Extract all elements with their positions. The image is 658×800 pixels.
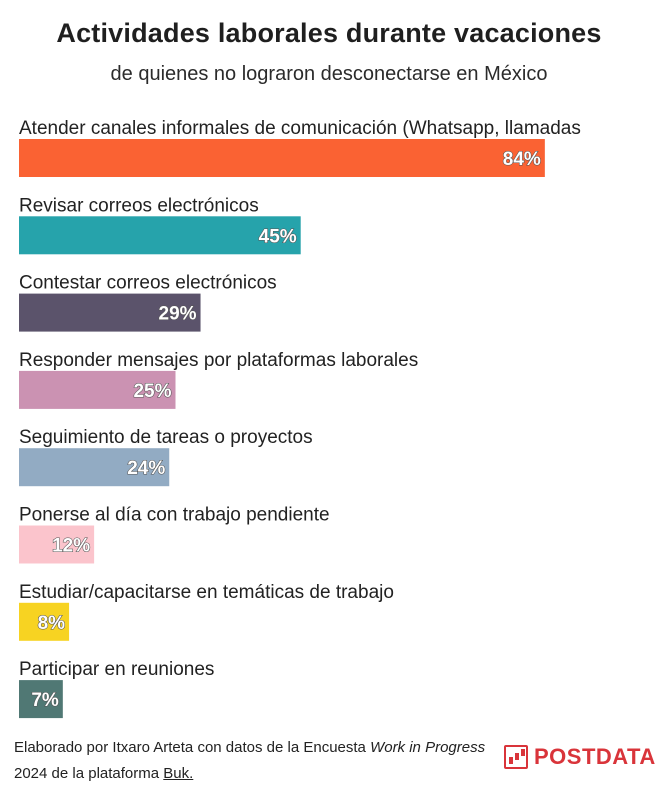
value-label: 45% [259, 226, 297, 247]
credit-text: Elaborado por Itxaro Arteta con datos de… [14, 739, 371, 756]
value-label: 24% [127, 458, 165, 479]
category-label: Estudiar/capacitarse en temáticas de tra… [19, 582, 394, 603]
buk-link[interactable]: Buk. [163, 765, 194, 782]
value-label: 29% [159, 304, 197, 325]
bar [19, 602, 70, 641]
chart-title: Actividades laborales durante vacaciones [56, 18, 602, 48]
category-label: Contestar correos electrónicos [19, 273, 277, 294]
value-label: 12% [52, 536, 90, 557]
postdata-logo: POSTDATA [504, 742, 656, 772]
value-label: 8% [38, 613, 66, 634]
category-label: Revisar correos electrónicos [19, 195, 259, 216]
category-label: Atender canales informales de comunicaci… [19, 118, 581, 139]
bar [19, 680, 63, 719]
bar [19, 525, 95, 564]
value-label: 25% [133, 381, 171, 402]
bar [19, 370, 176, 409]
category-label: Participar en reuniones [19, 659, 214, 680]
value-label: 84% [503, 149, 541, 170]
bar [19, 216, 301, 255]
category-label: Responder mensajes por plataformas labor… [19, 350, 418, 371]
brand-name: POSTDATA [534, 744, 656, 769]
bar-chart-icon [504, 745, 528, 769]
chart-subtitle: de quienes no lograron desconectarse en … [110, 63, 548, 85]
source-credit: Elaborado por Itxaro Arteta con datos de… [14, 735, 494, 787]
category-label: Ponerse al día con trabajo pendiente [19, 505, 330, 526]
bar [19, 293, 201, 332]
survey-name: Work in Progress [370, 739, 486, 756]
value-label: 7% [31, 690, 59, 711]
bar [19, 139, 545, 177]
bar [19, 448, 170, 487]
credit-text-2: 2024 de la plataforma [14, 765, 164, 782]
category-label: Seguimiento de tareas o proyectos [19, 427, 313, 448]
